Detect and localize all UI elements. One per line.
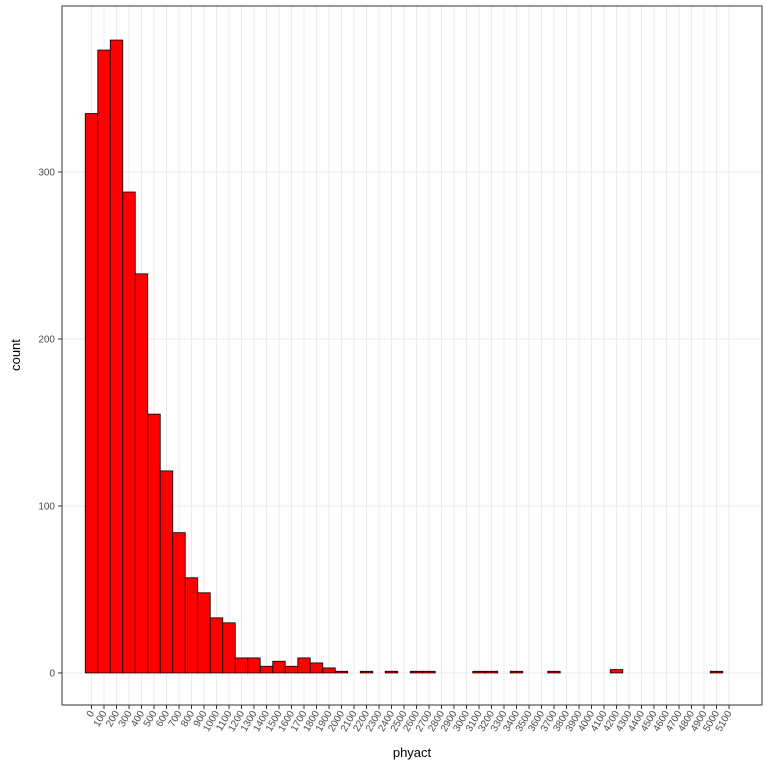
bar: [284, 665, 299, 674]
y-tick-label: 200: [38, 334, 55, 345]
bar: [547, 670, 561, 674]
bar: [259, 665, 274, 674]
bar: [234, 657, 249, 674]
bar: [184, 577, 199, 674]
bar: [159, 470, 174, 674]
bar: [422, 670, 436, 674]
bar: [384, 670, 399, 674]
bar: [147, 413, 161, 674]
bar: [109, 39, 124, 674]
panel-border: [61, 5, 763, 706]
y-tick-label: 0: [49, 668, 55, 679]
bar: [509, 670, 524, 674]
bar: [609, 669, 624, 674]
bar: [272, 660, 286, 674]
bar: [472, 670, 486, 674]
bar: [334, 670, 349, 674]
bar: [484, 670, 499, 674]
bar: [172, 532, 186, 674]
bar: [134, 273, 149, 674]
y-axis-title: count: [8, 339, 23, 371]
x-tick-label: 0: [85, 709, 98, 720]
bar: [222, 622, 236, 674]
x-axis-title: phyact: [393, 745, 432, 760]
bar: [309, 662, 324, 674]
bar: [359, 670, 374, 674]
bar: [322, 667, 336, 674]
bar: [709, 670, 724, 674]
y-tick-label: 300: [38, 167, 55, 178]
y-tick-label: 100: [38, 501, 55, 512]
bar: [247, 657, 261, 674]
bar: [297, 657, 311, 674]
bar: [122, 191, 136, 674]
bar: [84, 113, 99, 674]
bar: [197, 592, 211, 674]
bar: [97, 49, 111, 674]
bar: [209, 617, 224, 674]
bar: [409, 670, 424, 674]
